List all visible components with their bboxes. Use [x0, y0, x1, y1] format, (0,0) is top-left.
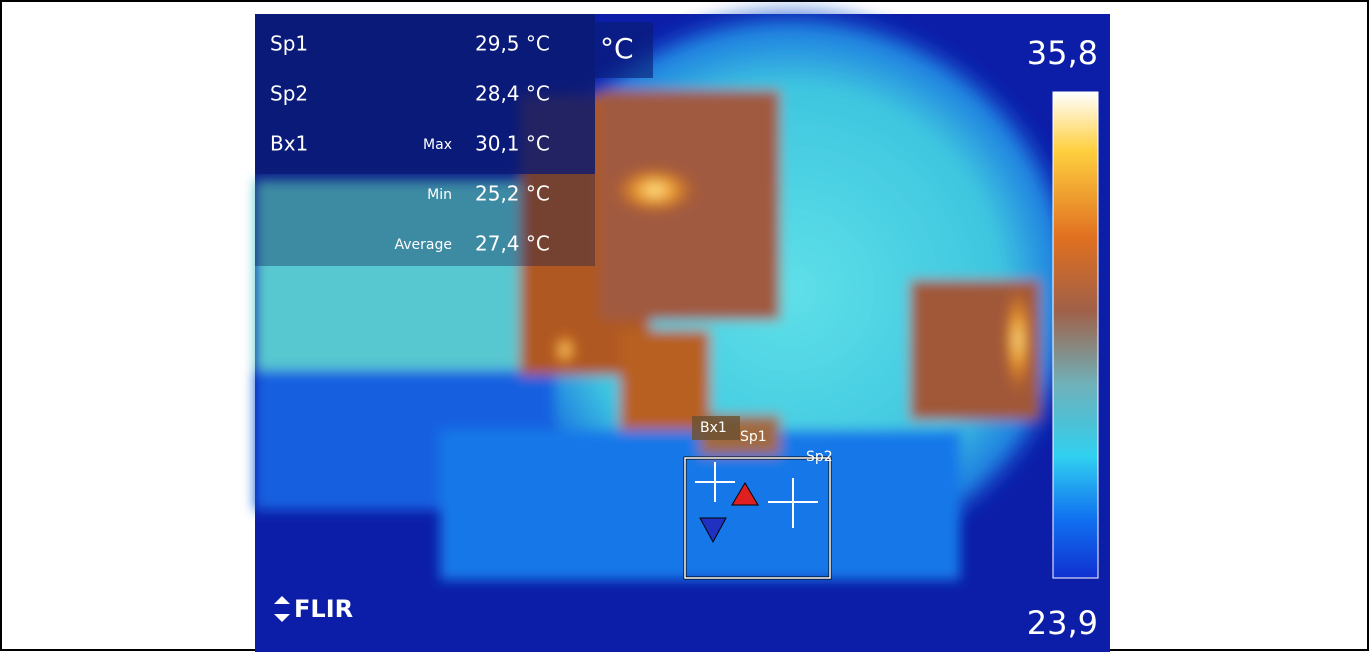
label: Bx1 — [270, 132, 308, 156]
thermal-image — [255, 0, 1090, 580]
scale-max: 35,8 — [1027, 34, 1098, 72]
sublabel: Average — [395, 237, 453, 253]
value: 25,2 °C — [475, 182, 550, 206]
measurement-box: Bx1 Sp1 Sp2 — [683, 416, 833, 580]
unit: °C — [600, 32, 634, 65]
unit-panel — [595, 22, 653, 78]
scale-min: 23,9 — [1027, 604, 1098, 642]
readout-panel — [255, 174, 595, 266]
value: 29,5 °C — [475, 32, 550, 56]
spot-label: Sp2 — [806, 449, 833, 465]
sublabel: Max — [423, 137, 452, 153]
sublabel: Min — [427, 187, 452, 203]
value: 28,4 °C — [475, 82, 550, 106]
value: 30,1 °C — [475, 132, 550, 156]
logo-icon — [274, 596, 290, 622]
label: Sp1 — [270, 32, 308, 56]
color-scale — [1052, 91, 1099, 579]
logo: FLIR — [294, 595, 353, 623]
box-label: Bx1 — [700, 420, 727, 436]
value: 27,4 °C — [475, 232, 550, 256]
readout-panel — [255, 14, 595, 174]
spot-label: Sp1 — [740, 429, 767, 445]
label: Sp2 — [270, 82, 308, 106]
